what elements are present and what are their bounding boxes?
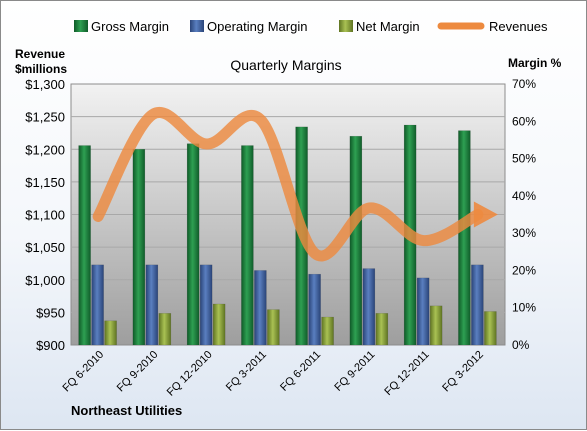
revenue-line-arrowhead <box>473 201 498 228</box>
bars <box>78 124 497 346</box>
y-left-tick-label: $1,100 <box>25 208 65 223</box>
bar-operating-margin <box>471 264 484 346</box>
y-right-tick-label: 40% <box>512 189 536 203</box>
y-left-tick-label: $1,300 <box>25 77 65 92</box>
chart-title: Quarterly Margins <box>230 57 341 73</box>
legend-swatch-net-margin <box>339 20 353 32</box>
bar-net-margin <box>104 320 117 346</box>
legend-item-revenues: Revenues <box>437 19 548 34</box>
y-left-tick-label: $1,250 <box>25 110 65 125</box>
bar-net-margin <box>321 316 334 346</box>
y-right-tick-label: 60% <box>512 114 536 128</box>
x-tick-label: FQ 12-2010 <box>165 349 215 399</box>
legend-label-revenues: Revenues <box>489 19 548 34</box>
x-tick-label: FQ 3-2011 <box>224 349 269 394</box>
x-tick-label: FQ 9-2011 <box>332 349 377 394</box>
bar-operating-margin <box>416 277 430 346</box>
y-left-tick-label: $1,000 <box>25 273 65 288</box>
legend-label-net-margin: Net Margin <box>356 19 420 34</box>
bar-operating-margin <box>91 264 104 346</box>
bar-net-margin <box>429 305 443 346</box>
y-left-tick-label: $900 <box>36 338 65 353</box>
legend-label-gross-margin: Gross Margin <box>91 19 169 34</box>
bar-gross-margin <box>241 145 254 346</box>
y-right-tick-label: 0% <box>512 338 530 352</box>
y-right-tick-label: 10% <box>512 301 536 315</box>
x-tick-label: FQ 3-2012 <box>440 349 486 395</box>
legend-swatch-operating-margin <box>190 20 204 32</box>
y-left-tick-label: $1,050 <box>25 240 65 255</box>
bar-net-margin <box>212 303 226 346</box>
bar-operating-margin <box>145 264 159 346</box>
legend-label-operating-margin: Operating Margin <box>207 19 307 34</box>
x-ticks: FQ 6-2010 FQ 9-2010 FQ 12-2010 FQ 3-2011 FQ … <box>61 349 486 399</box>
legend-item-net-margin: Net Margin <box>339 19 420 34</box>
y-right-tick-label: 30% <box>512 226 536 240</box>
bar-net-margin <box>158 313 172 346</box>
bar-gross-margin <box>349 135 363 346</box>
legend-swatch-gross-margin <box>74 20 88 32</box>
y-left-tick-label: $950 <box>36 305 65 320</box>
bar-operating-margin <box>254 270 267 346</box>
bar-gross-margin <box>186 143 200 346</box>
y-left-label-line-2: $millions <box>15 62 67 76</box>
bar-operating-margin <box>362 268 376 346</box>
y-left-tick-label: $1,150 <box>25 175 65 190</box>
revenue-line <box>92 107 498 262</box>
y-left-ticks: $900 $950 $1,000 $1,050 $1,100 $1,150 $1,200 $1… <box>25 77 65 353</box>
legend-item-operating-margin: Operating Margin <box>190 19 307 34</box>
company-name: Northeast Utilities <box>71 403 182 418</box>
x-tick-label: FQ 9-2010 <box>115 349 161 395</box>
bar-gross-margin <box>78 145 91 346</box>
x-tick-label: FQ 12-2011 <box>382 349 431 398</box>
y-left-tick-label: $1,200 <box>25 142 65 157</box>
bar-operating-margin <box>308 273 321 346</box>
y-right-tick-label: 50% <box>512 152 536 166</box>
y-right-tick-label: 20% <box>512 263 536 277</box>
x-tick-label: FQ 6-2010 <box>61 349 107 395</box>
y-right-label: Margin % <box>508 56 562 70</box>
bar-gross-margin <box>132 149 146 346</box>
legend-item-gross-margin: Gross Margin <box>74 19 169 34</box>
bar-net-margin <box>375 313 389 346</box>
bar-gross-margin <box>458 130 471 346</box>
y-left-label-line-1: Revenue <box>15 47 65 61</box>
revenue-line-path <box>92 107 484 262</box>
y-right-tick-label: 70% <box>512 77 536 91</box>
bar-net-margin <box>484 311 497 346</box>
y-right-ticks: 0% 10% 20% 30% 40% 50% 60% 70% <box>512 77 536 352</box>
bar-net-margin <box>267 309 280 346</box>
x-tick-label: FQ 6-2011 <box>278 349 323 394</box>
legend: Gross Margin Operating Margin Net Margin… <box>74 19 548 34</box>
bar-operating-margin <box>199 264 213 346</box>
